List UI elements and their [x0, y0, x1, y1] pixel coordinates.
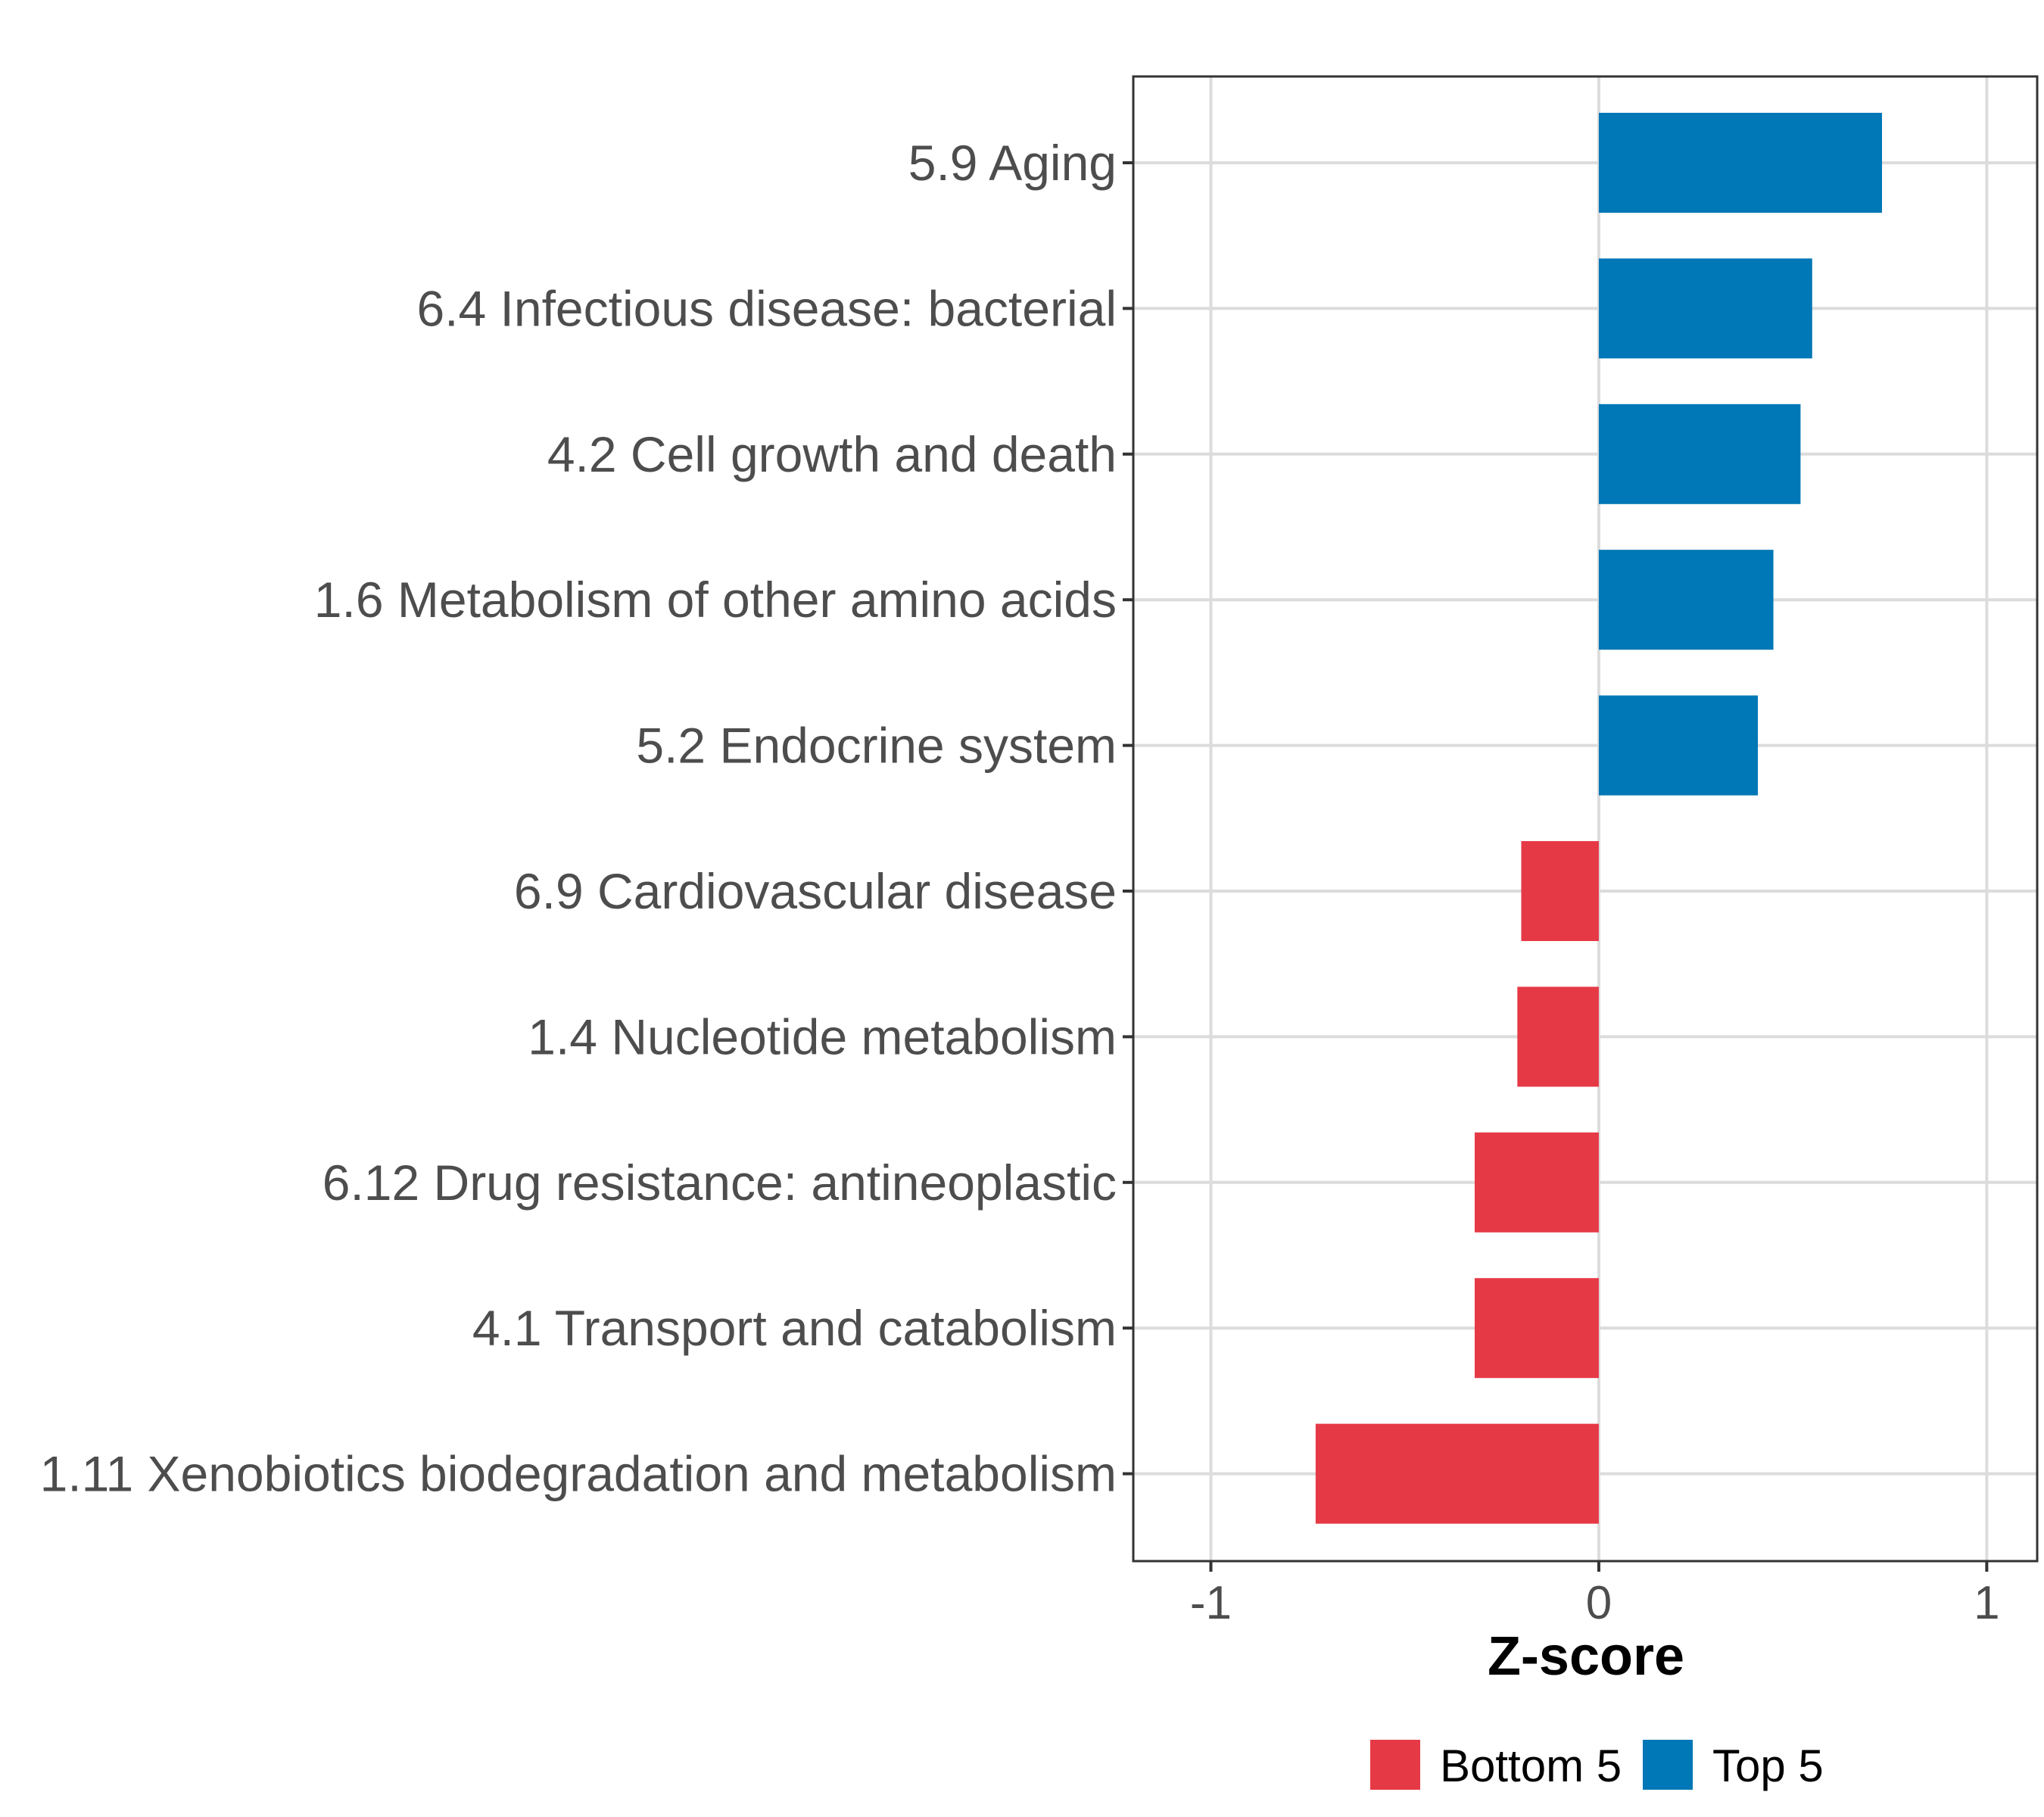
panel-border	[1132, 75, 2039, 1563]
bar	[1517, 986, 1599, 1087]
category-label: 6.9 Cardiovascular disease	[514, 863, 1117, 919]
legend-label: Bottom 5	[1440, 1741, 1622, 1791]
category-label: 5.9 Aging	[908, 135, 1117, 191]
bar	[1598, 695, 1759, 796]
category-label: 4.1 Transport and catabolism	[472, 1300, 1117, 1356]
category-label: 1.11 Xenobiotics biodegradation and meta…	[40, 1446, 1117, 1502]
bar	[1315, 1423, 1599, 1524]
category-label: 6.4 Infectious disease: bacterial	[416, 280, 1117, 336]
category-label: 5.2 Endocrine system	[636, 718, 1117, 774]
x-tick-label: 1	[1974, 1577, 1999, 1629]
bar	[1521, 841, 1599, 941]
x-axis-title: Z-score	[1488, 1626, 1684, 1687]
legend: Bottom 5 Top 5	[1370, 1740, 1824, 1791]
legend-key	[1370, 1740, 1420, 1790]
category-label: 6.12 Drug resistance: antineoplastic	[322, 1155, 1117, 1211]
category-label: 4.2 Cell growth and death	[547, 426, 1117, 482]
legend-key	[1643, 1740, 1693, 1790]
category-label: 1.6 Metabolism of other amino acids	[314, 572, 1117, 628]
axes: 5.9 Aging 6.4 Infectious disease: bacteri…	[40, 135, 2000, 1629]
legend-label: Top 5	[1712, 1741, 1824, 1791]
x-tick-label: -1	[1190, 1577, 1232, 1629]
bars	[1315, 113, 1883, 1524]
bar	[1474, 1132, 1599, 1233]
x-tick-label: 0	[1586, 1577, 1612, 1629]
category-label: 1.4 Nucleotide metabolism	[528, 1008, 1117, 1064]
bar	[1598, 113, 1883, 213]
bar	[1598, 258, 1812, 359]
bar	[1598, 550, 1774, 650]
bar	[1598, 404, 1801, 504]
bar	[1474, 1278, 1599, 1379]
